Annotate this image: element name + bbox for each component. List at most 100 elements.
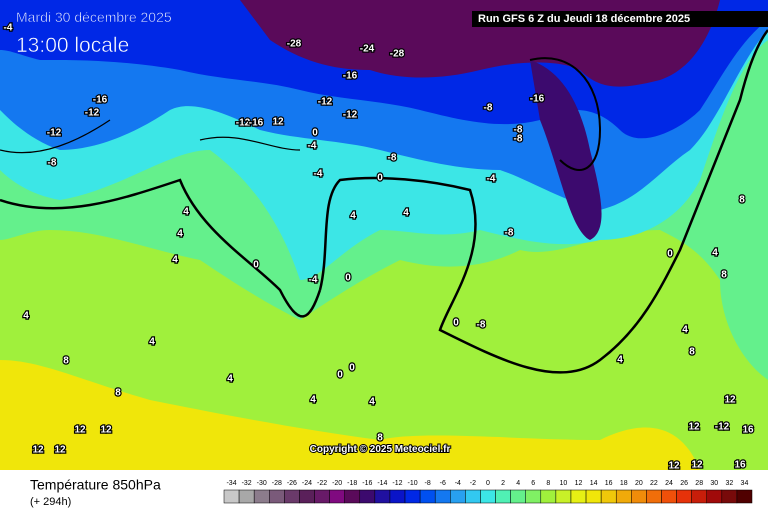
scale-label: 20 xyxy=(635,480,643,487)
contour-label: 8 xyxy=(115,388,121,399)
scale-label: 4 xyxy=(516,480,520,487)
scale-swatch xyxy=(691,489,707,504)
scale-swatch xyxy=(404,489,421,504)
contour-label: -28 xyxy=(287,39,302,50)
contour-label: 4 xyxy=(403,208,409,219)
scale-label: -8 xyxy=(425,480,431,487)
scale-swatch xyxy=(238,489,255,504)
contour-label: -16 xyxy=(530,94,545,105)
contour-label: 8 xyxy=(739,195,745,206)
contour-label: 12 xyxy=(100,425,112,436)
scale-label: 10 xyxy=(560,480,568,487)
scale-label: 30 xyxy=(710,480,718,487)
contour-label: -8 xyxy=(388,153,397,164)
contour-label: -24 xyxy=(360,44,375,55)
contour-label: 0 xyxy=(453,318,459,329)
contour-label: 12 xyxy=(32,445,44,456)
scale-label: -12 xyxy=(392,480,402,487)
scale-swatch xyxy=(434,489,451,504)
scale-label: 0 xyxy=(486,480,490,487)
contour-label: 12 xyxy=(668,461,680,472)
scale-label: -2 xyxy=(470,480,476,487)
scale-label: 32 xyxy=(725,480,733,487)
contour-label: -4 xyxy=(309,275,318,286)
contour-label: -8 xyxy=(477,320,486,331)
copyright: Copyright © 2025 Meteociel.fr xyxy=(310,444,451,455)
scale-label: 22 xyxy=(650,480,658,487)
scale-swatch xyxy=(585,489,602,504)
contour-label: 12 xyxy=(272,117,284,128)
scale-swatch xyxy=(450,489,466,504)
scale-label: 6 xyxy=(531,480,535,487)
scale-swatch xyxy=(600,489,617,504)
scale-label: -6 xyxy=(440,480,446,487)
color-scale: -34 -32 -30 -28 -26 -24 -22 -20 -18 -16 -14 -12 -10-… xyxy=(223,480,753,504)
contour-label: -4 xyxy=(308,141,317,152)
contour-label: 12 xyxy=(724,395,736,406)
scale-swatch xyxy=(721,489,738,504)
contour-label: 12 xyxy=(74,425,86,436)
scale-swatch xyxy=(570,489,587,504)
scale-label: -30 xyxy=(257,480,267,487)
scale-label: -24 xyxy=(302,480,312,487)
scale-swatch xyxy=(253,489,270,504)
scale-swatch xyxy=(615,489,632,504)
contour-label: -12 xyxy=(236,118,251,129)
contour-label: 4 xyxy=(149,337,155,348)
contour-label: 4 xyxy=(350,211,356,222)
contour-label: -4 xyxy=(487,174,496,185)
contour-label: 8 xyxy=(721,270,727,281)
scale-swatch xyxy=(299,489,315,504)
contour-label: -16 xyxy=(343,71,358,82)
scale-label: -28 xyxy=(272,480,282,487)
contour-label: -8 xyxy=(505,228,514,239)
scale-swatch xyxy=(525,489,542,504)
forecast-time: 13:00 locale xyxy=(16,34,129,57)
scale-swatch xyxy=(344,489,361,504)
scale-label: -26 xyxy=(287,480,297,487)
contour-label: 16 xyxy=(742,425,754,436)
contour-label: -16 xyxy=(249,118,264,129)
scale-swatch xyxy=(480,489,496,504)
scale-label: -22 xyxy=(317,480,327,487)
contour-label: -28 xyxy=(390,49,405,60)
contour-label: 4 xyxy=(172,255,178,266)
contour-label: 0 xyxy=(337,370,343,381)
scale-label: -14 xyxy=(377,480,387,487)
contour-label: 4 xyxy=(227,374,233,385)
run-info: Run GFS 6 Z du Jeudi 18 décembre 2025 xyxy=(478,13,690,25)
contour-label: 4 xyxy=(310,395,316,406)
contour-label: 4 xyxy=(712,248,718,259)
scale-label: -18 xyxy=(347,480,357,487)
contour-label: 0 xyxy=(253,260,259,271)
scale-label: 28 xyxy=(695,480,703,487)
scale-swatch xyxy=(555,489,572,504)
scale-swatch xyxy=(389,489,406,504)
contour-label: 12 xyxy=(688,422,700,433)
contour-label: 0 xyxy=(349,363,355,374)
contour-label: 0 xyxy=(345,273,351,284)
contour-label: 0 xyxy=(312,128,318,139)
scale-label: -16 xyxy=(362,480,372,487)
legend-subtitle: (+ 294h) xyxy=(30,496,71,508)
scale-swatch xyxy=(736,489,753,504)
scale-swatch xyxy=(706,489,723,504)
scale-label: 34 xyxy=(741,480,749,487)
scale-label: 26 xyxy=(680,480,688,487)
scale-swatch xyxy=(646,489,662,504)
contour-label: 12 xyxy=(54,445,66,456)
scale-swatch xyxy=(661,489,677,504)
scale-swatch xyxy=(314,489,330,504)
contour-label: -12 xyxy=(47,128,62,139)
contour-label: 12 xyxy=(691,460,703,471)
scale-label: 14 xyxy=(590,480,598,487)
scale-swatch xyxy=(510,489,526,504)
scale-label: -20 xyxy=(332,480,342,487)
contour-label: 4 xyxy=(183,207,189,218)
scale-label: -32 xyxy=(242,480,252,487)
contour-label: -8 xyxy=(514,134,523,145)
scale-label: -34 xyxy=(226,480,236,487)
contour-label: 4 xyxy=(369,397,375,408)
scale-swatch xyxy=(223,489,240,504)
